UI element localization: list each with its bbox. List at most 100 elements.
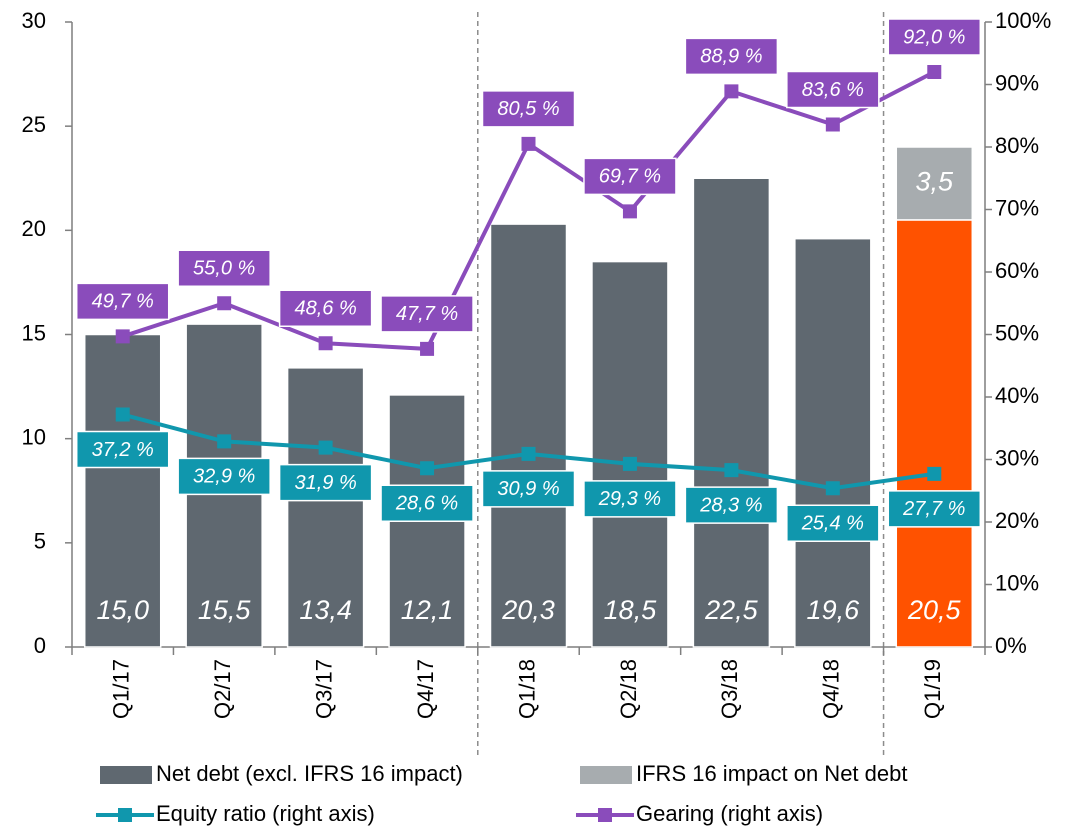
y-tick-label: 20	[22, 216, 46, 241]
x-tick-label: Q1/18	[514, 659, 539, 719]
value-label-box	[177, 249, 271, 287]
value-label: 92,0 %	[903, 26, 965, 48]
value-label: 28,3 %	[699, 494, 762, 516]
value-label: 28,6 %	[395, 493, 458, 515]
value-label: 69,7 %	[599, 166, 661, 188]
y-tick-label: 25	[22, 112, 46, 137]
x-tick-label: Q3/18	[717, 659, 742, 719]
y2-tick-label: 100%	[995, 8, 1051, 33]
marker	[318, 336, 333, 351]
y-tick-label: 0	[34, 633, 46, 658]
value-label-box	[278, 463, 373, 502]
marker	[927, 65, 942, 79]
value-label-box	[481, 90, 576, 128]
bar	[83, 333, 162, 648]
value-label-box	[177, 457, 271, 496]
bar-value-label: 19,6	[807, 595, 861, 625]
y2-tick-label: 80%	[995, 133, 1039, 158]
value-label-box	[75, 282, 170, 321]
marker	[217, 434, 232, 449]
bar-value-label: 3,5	[916, 167, 955, 197]
x-tick-label: Q3/17	[311, 659, 336, 719]
marker	[724, 463, 739, 478]
bar	[489, 223, 568, 648]
value-label-box	[75, 430, 170, 469]
marker	[115, 407, 130, 422]
marker	[825, 117, 840, 132]
bar-value-label: 18,5	[604, 595, 658, 625]
value-label: 31,9 %	[294, 472, 356, 494]
legend-label: Equity ratio (right axis)	[156, 801, 375, 826]
value-label-box	[684, 486, 779, 524]
marker	[420, 341, 435, 356]
bar-value-label: 12,1	[401, 595, 454, 625]
y2-tick-label: 90%	[995, 70, 1039, 95]
bar	[794, 237, 872, 648]
legend-swatch	[580, 766, 632, 784]
bar-value-label: 22,5	[704, 595, 759, 625]
value-label-box	[887, 18, 982, 56]
value-label-box	[684, 37, 779, 76]
legend-marker	[118, 808, 132, 822]
bar	[591, 260, 669, 648]
value-label-box	[278, 289, 373, 327]
bar-value-label: 15,5	[198, 595, 252, 625]
y-tick-label: 15	[22, 320, 46, 345]
x-tick-label: Q4/18	[819, 659, 844, 719]
x-tick-label: Q1/19	[920, 659, 945, 719]
value-label: 27,7 %	[902, 498, 965, 520]
value-label: 80,5 %	[497, 98, 559, 120]
value-label: 32,9 %	[193, 466, 255, 488]
marker	[420, 461, 435, 476]
y-tick-label: 10	[22, 424, 46, 449]
value-label: 37,2 %	[92, 439, 154, 461]
marker	[927, 466, 942, 481]
value-label: 49,7 %	[92, 291, 154, 313]
value-label: 88,9 %	[700, 46, 762, 68]
value-label-box	[380, 295, 474, 333]
marker	[521, 136, 536, 151]
y-tick-label: 30	[22, 8, 46, 33]
bar-value-label: 20,3	[501, 595, 555, 625]
y2-tick-label: 30%	[995, 445, 1039, 470]
legend-label: Gearing (right axis)	[636, 801, 823, 826]
y2-tick-label: 70%	[995, 195, 1039, 220]
value-label-box	[583, 480, 677, 518]
value-label: 47,7 %	[396, 303, 458, 325]
value-label-box	[887, 490, 982, 528]
value-label-box	[583, 157, 677, 196]
bar-value-label: 20,5	[907, 595, 962, 625]
bar	[692, 177, 771, 648]
marker	[318, 440, 333, 455]
x-tick-label: Q1/17	[109, 659, 134, 719]
marker	[622, 456, 637, 471]
y2-tick-label: 10%	[995, 570, 1039, 595]
bar	[286, 367, 365, 648]
y2-tick-label: 40%	[995, 383, 1039, 408]
x-tick-label: Q2/18	[616, 659, 641, 719]
marker	[521, 446, 536, 461]
marker	[115, 329, 130, 344]
marker	[724, 84, 739, 99]
value-label: 29,3 %	[598, 488, 661, 510]
y2-tick-label: 20%	[995, 508, 1039, 533]
y2-tick-label: 0%	[995, 633, 1027, 658]
marker	[217, 296, 232, 311]
legend-swatch	[100, 766, 152, 784]
value-label: 30,9 %	[497, 478, 559, 500]
bar-value-label: 13,4	[299, 595, 352, 625]
y2-tick-label: 50%	[995, 320, 1039, 345]
value-label: 55,0 %	[193, 258, 255, 280]
value-label-box	[481, 470, 576, 508]
value-label: 25,4 %	[801, 513, 864, 535]
marker	[825, 481, 840, 496]
x-tick-label: Q2/17	[210, 659, 235, 719]
value-label: 48,6 %	[294, 298, 356, 320]
value-label-box	[380, 484, 474, 522]
value-label: 83,6 %	[802, 79, 864, 101]
bar	[895, 219, 974, 648]
legend-label: Net debt (excl. IFRS 16 impact)	[156, 761, 463, 786]
legend-label: IFRS 16 impact on Net debt	[636, 761, 907, 786]
y-tick-label: 5	[34, 529, 46, 554]
